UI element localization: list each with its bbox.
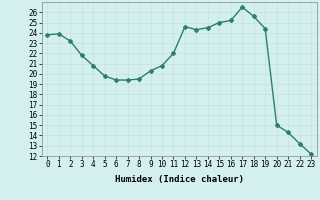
X-axis label: Humidex (Indice chaleur): Humidex (Indice chaleur)	[115, 175, 244, 184]
